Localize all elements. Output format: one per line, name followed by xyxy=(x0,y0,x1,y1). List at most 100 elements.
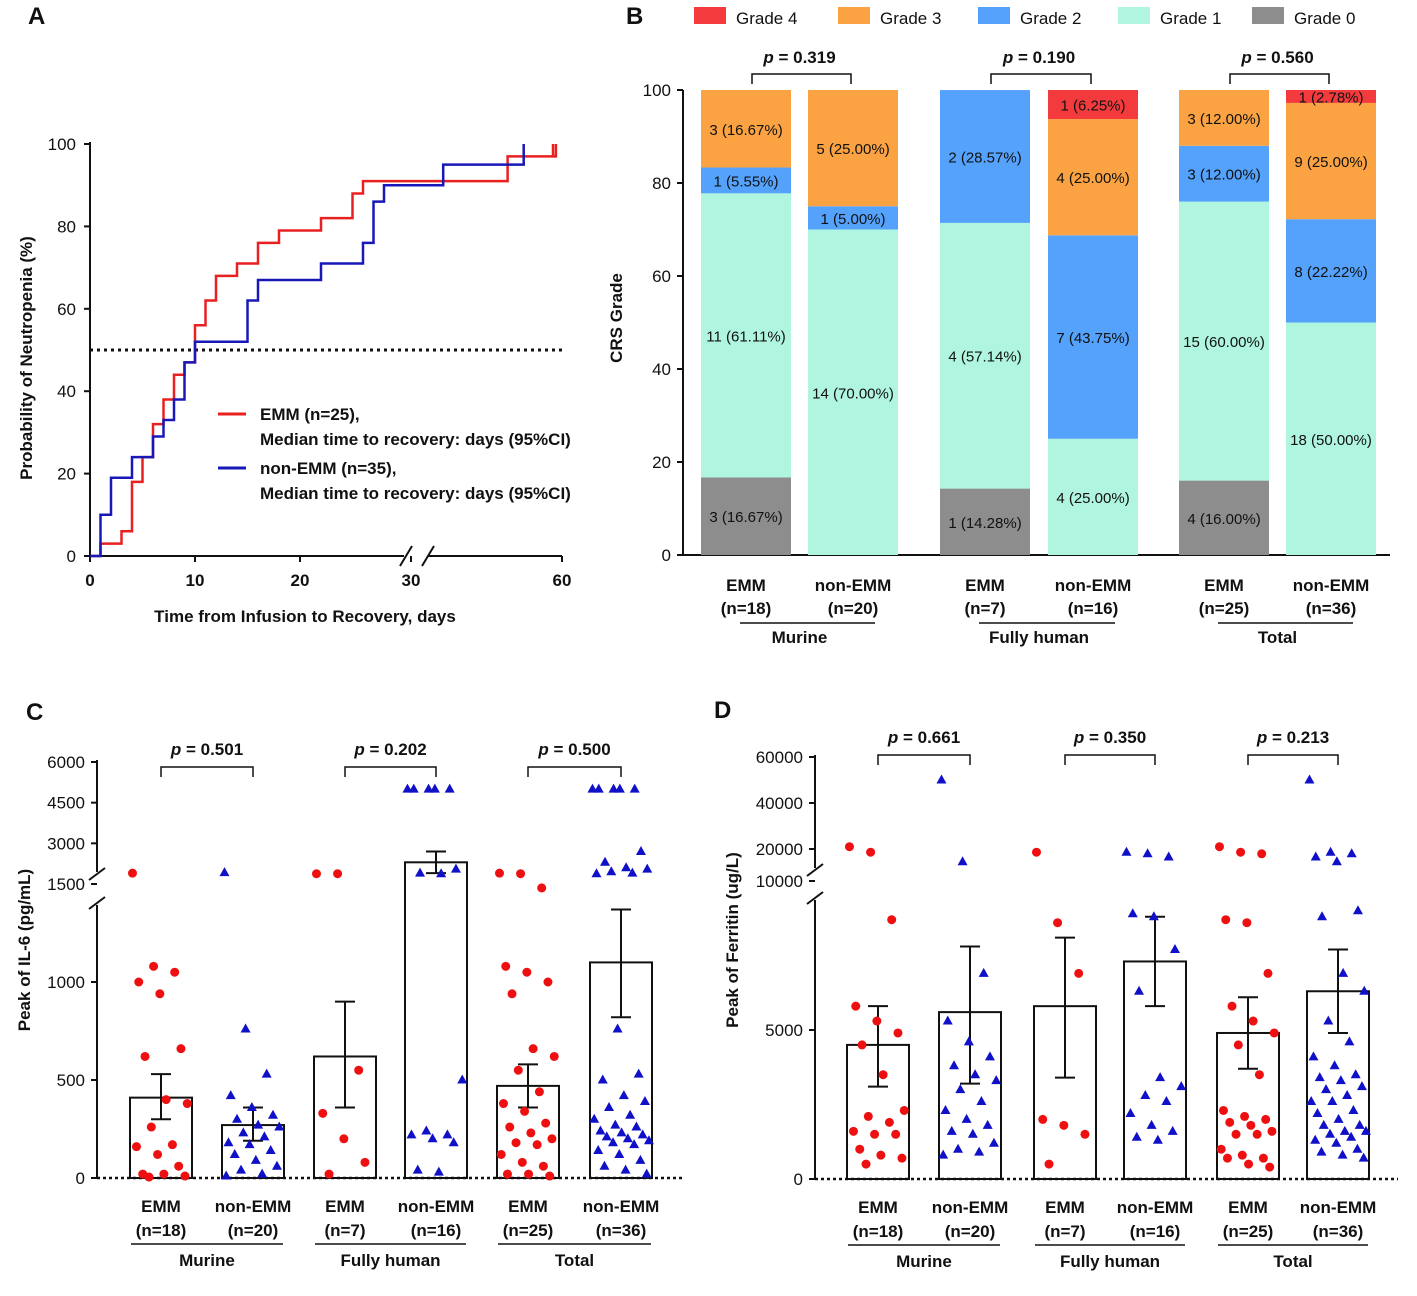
b-bar-segment-grade-4 xyxy=(1048,90,1138,120)
c-point-emm xyxy=(496,1149,506,1159)
b-bar-segment-grade-1 xyxy=(1286,322,1376,555)
a-series-emm-line xyxy=(90,144,558,558)
c-point-nonemm xyxy=(444,783,455,793)
b-x-n-label: (n=18) xyxy=(721,599,772,618)
b-p-value: p = 0.190 xyxy=(1002,48,1075,67)
d-point-nonemm xyxy=(970,1069,981,1079)
c-point-nonemm xyxy=(601,1131,612,1141)
c-point-nonemm xyxy=(253,1119,264,1129)
c-point-nonemm xyxy=(593,783,604,793)
c-point-nonemm xyxy=(641,1168,652,1178)
c-point-nonemm xyxy=(232,1113,243,1123)
b-segment-label: 1 (5.00%) xyxy=(820,211,885,228)
c-point-emm xyxy=(176,1044,186,1054)
b-segment-label: 3 (16.67%) xyxy=(709,122,782,139)
d-point-nonemm xyxy=(1312,1107,1323,1117)
d-p-bracket xyxy=(1064,754,1156,765)
c-point-emm xyxy=(180,1171,190,1181)
b-legend-label-grade-3: Grade 3 xyxy=(880,9,941,28)
c-point-nonemm xyxy=(616,1127,627,1137)
b-legend-swatch-grade-3 xyxy=(838,7,870,24)
a-y-tick-label: 0 xyxy=(67,547,76,566)
a-legend-nonemm-median: Median time to recovery: days (95%CI) xyxy=(260,484,571,503)
d-axis-break-1 xyxy=(806,891,824,905)
c-point-nonemm xyxy=(614,1148,625,1158)
b-y-axis-label: CRS Grade xyxy=(607,273,626,363)
d-point-emm xyxy=(861,1159,871,1169)
b-segment-label: 3 (12.00%) xyxy=(1187,111,1260,128)
d-point-emm xyxy=(1221,915,1231,925)
d-point-nonemm xyxy=(940,1104,951,1114)
c-point-nonemm xyxy=(625,1109,636,1119)
d-x-category-label: non-EMM xyxy=(932,1198,1008,1217)
c-point-emm xyxy=(339,1134,349,1144)
d-point-emm xyxy=(1074,968,1084,978)
d-point-nonemm xyxy=(1335,1075,1346,1085)
a-y-tick-label: 100 xyxy=(48,135,76,154)
b-x-n-label: (n=36) xyxy=(1306,599,1357,618)
b-bar-segment-grade-1 xyxy=(940,222,1030,489)
d-point-emm xyxy=(844,842,854,852)
c-point-emm xyxy=(360,1157,370,1167)
d-point-nonemm xyxy=(963,1036,974,1046)
c-point-emm xyxy=(524,1169,534,1179)
d-point-emm xyxy=(1248,1016,1258,1026)
c-point-emm xyxy=(516,869,526,879)
b-x-n-label: (n=7) xyxy=(964,599,1005,618)
b-x-n-label: (n=16) xyxy=(1068,599,1119,618)
d-point-nonemm xyxy=(967,1128,978,1138)
c-point-nonemm xyxy=(610,1119,621,1129)
a-legend-emm: EMM (n=25), xyxy=(260,405,360,424)
c-point-nonemm xyxy=(240,1023,251,1033)
d-point-nonemm xyxy=(1359,985,1370,995)
d-point-emm xyxy=(1225,1117,1235,1127)
d-point-nonemm xyxy=(942,1015,953,1025)
d-point-emm xyxy=(1216,1144,1226,1154)
d-x-n-label: (n=18) xyxy=(853,1222,904,1241)
d-x-n-label: (n=25) xyxy=(1223,1222,1274,1241)
a-y-tick-label: 20 xyxy=(57,465,76,484)
c-point-nonemm xyxy=(621,862,632,872)
b-legend-label-grade-2: Grade 2 xyxy=(1020,9,1081,28)
b-segment-label: 1 (6.25%) xyxy=(1060,98,1125,115)
c-point-emm xyxy=(534,1087,544,1097)
d-point-emm xyxy=(1242,918,1252,928)
d-point-nonemm xyxy=(1310,851,1321,861)
c-point-emm xyxy=(333,869,343,879)
d-point-emm xyxy=(884,1117,894,1127)
d-point-emm xyxy=(1053,918,1063,928)
d-p-bracket xyxy=(1247,754,1339,765)
c-point-nonemm xyxy=(415,867,426,877)
d-y-tick-label: 0 xyxy=(794,1170,803,1189)
c-point-nonemm xyxy=(612,1023,623,1033)
b-segment-label: 15 (60.00%) xyxy=(1183,334,1265,351)
c-point-emm xyxy=(324,1169,334,1179)
c-point-emm xyxy=(528,1044,538,1054)
c-point-emm xyxy=(311,869,321,879)
d-point-emm xyxy=(876,1150,886,1160)
d-x-n-label: (n=36) xyxy=(1313,1222,1364,1241)
c-x-category-label: non-EMM xyxy=(398,1197,474,1216)
b-p-bracket xyxy=(751,73,852,84)
d-x-category-label: EMM xyxy=(1045,1198,1085,1217)
c-point-nonemm xyxy=(436,868,447,878)
d-point-emm xyxy=(887,915,897,925)
b-legend-swatch-grade-1 xyxy=(1118,7,1150,24)
d-point-nonemm xyxy=(1314,1072,1325,1082)
d-y-tick-label: 40000 xyxy=(756,794,803,813)
d-point-nonemm xyxy=(955,1084,966,1094)
d-point-emm xyxy=(1031,847,1041,857)
d-group-label: Fully human xyxy=(1060,1252,1160,1271)
b-group-label: Murine xyxy=(772,628,828,647)
b-y-tick-label: 80 xyxy=(652,174,671,193)
d-point-nonemm xyxy=(1152,1134,1163,1144)
c-point-emm xyxy=(134,977,144,987)
d-point-emm xyxy=(1263,968,1273,978)
c-point-emm xyxy=(354,1065,364,1075)
d-x-n-label: (n=20) xyxy=(945,1222,996,1241)
c-point-emm xyxy=(159,1169,169,1179)
d-point-nonemm xyxy=(988,1137,999,1147)
d-point-nonemm xyxy=(953,1143,964,1153)
c-point-emm xyxy=(131,1142,141,1152)
d-point-emm xyxy=(851,1001,861,1011)
